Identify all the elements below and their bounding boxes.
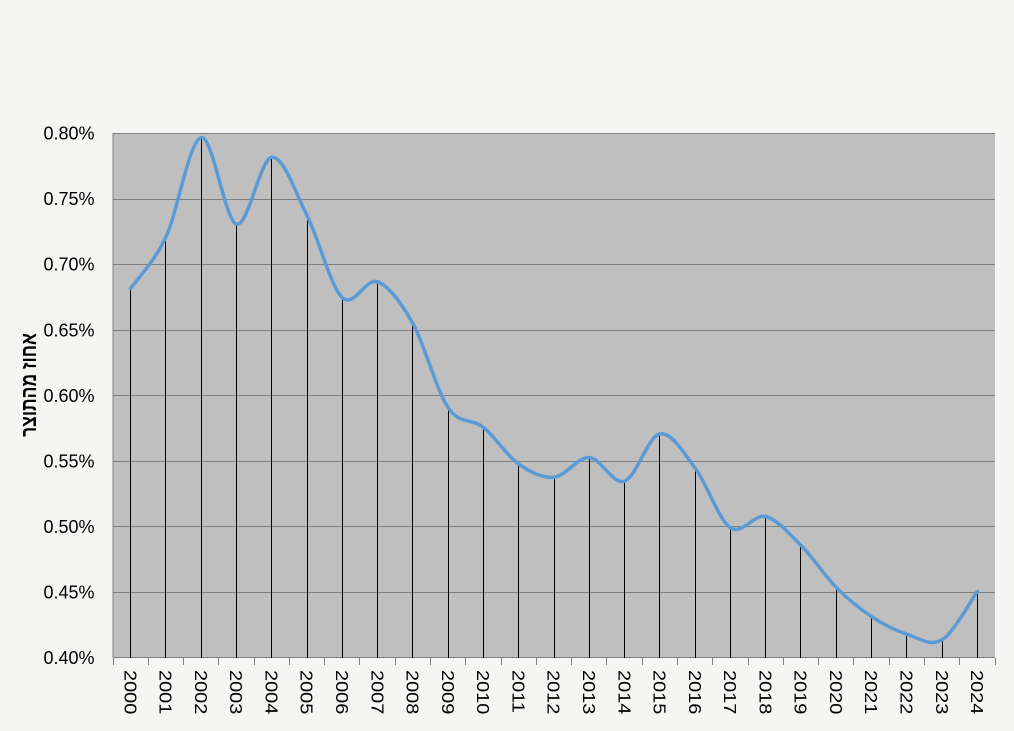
- svg-text:2005: 2005: [296, 670, 316, 714]
- svg-text:2011: 2011: [508, 670, 528, 713]
- svg-text:2009: 2009: [437, 670, 457, 714]
- svg-text:2007: 2007: [367, 670, 387, 714]
- svg-text:0.50%: 0.50%: [43, 517, 94, 537]
- svg-text:0.70%: 0.70%: [43, 255, 94, 275]
- svg-text:2022: 2022: [896, 670, 916, 714]
- svg-text:0.65%: 0.65%: [43, 320, 94, 340]
- svg-text:אחוז מהתוצר: אחוז מהתוצר: [17, 333, 41, 437]
- svg-text:0.40%: 0.40%: [43, 648, 94, 668]
- svg-text:2019: 2019: [790, 670, 810, 714]
- svg-text:2004: 2004: [261, 670, 281, 714]
- svg-text:2002: 2002: [190, 670, 210, 714]
- svg-text:0.45%: 0.45%: [43, 583, 94, 603]
- svg-text:0.55%: 0.55%: [43, 451, 94, 471]
- svg-text:0.75%: 0.75%: [43, 189, 94, 209]
- svg-text:2001: 2001: [155, 670, 175, 714]
- svg-text:2000: 2000: [120, 670, 140, 714]
- svg-text:0.80%: 0.80%: [43, 124, 94, 144]
- svg-text:2023: 2023: [931, 670, 951, 714]
- svg-text:2024: 2024: [966, 670, 986, 714]
- svg-text:2003: 2003: [225, 670, 245, 714]
- svg-text:2020: 2020: [825, 670, 845, 714]
- svg-text:2013: 2013: [578, 670, 598, 714]
- svg-text:2014: 2014: [614, 670, 634, 714]
- svg-text:2010: 2010: [472, 670, 492, 714]
- svg-text:0.60%: 0.60%: [43, 386, 94, 406]
- svg-text:2012: 2012: [543, 670, 563, 714]
- svg-text:2018: 2018: [755, 670, 775, 714]
- svg-text:2008: 2008: [402, 670, 422, 714]
- svg-text:2015: 2015: [649, 670, 669, 714]
- svg-text:2016: 2016: [684, 670, 704, 714]
- svg-text:2021: 2021: [860, 670, 880, 714]
- svg-text:2017: 2017: [719, 670, 739, 714]
- svg-text:2006: 2006: [331, 670, 351, 714]
